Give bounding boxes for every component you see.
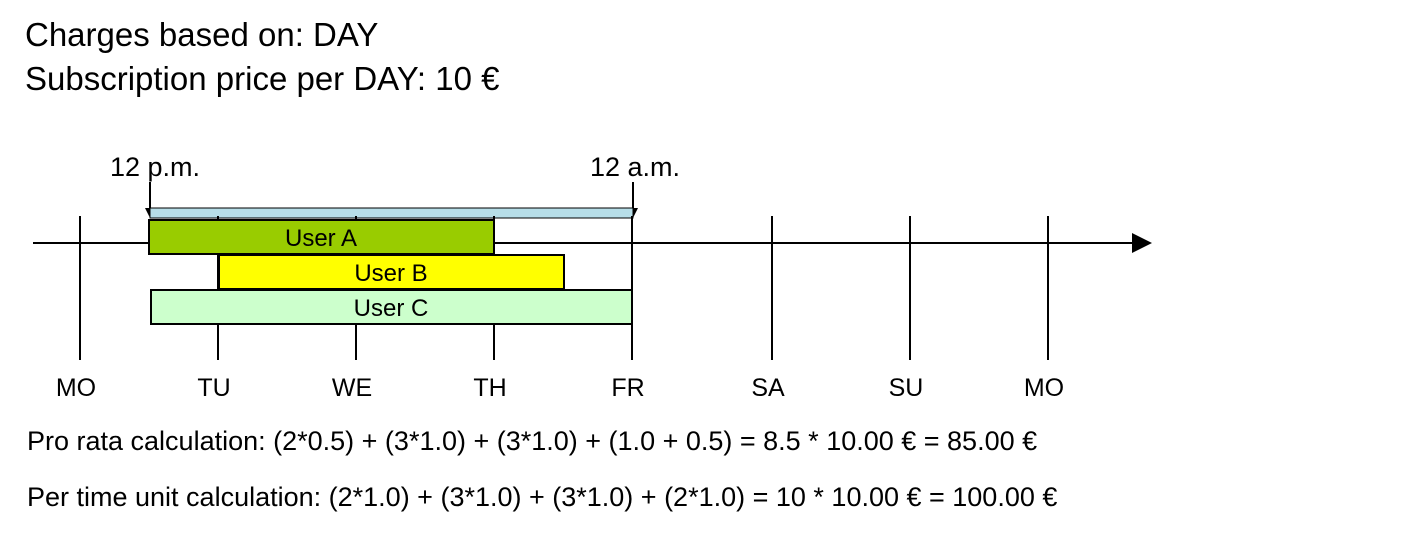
day-label-sa-5: SA [751, 374, 785, 402]
user-b-label: User B [354, 260, 427, 287]
user-c-bar [150, 289, 633, 325]
day-label-tu-1: TU [197, 374, 230, 402]
charges-basis-label: Charges based on: DAY [25, 16, 379, 53]
end-time-label: 12 a.m. [590, 152, 680, 182]
day-label-su-6: SU [889, 374, 924, 402]
user-a-label: User A [285, 225, 357, 252]
user-b-bar [218, 254, 565, 290]
day-label-mo-0: MO [56, 374, 96, 402]
user-c-label: User C [354, 295, 429, 322]
start-time-label: 12 p.m. [110, 152, 200, 182]
per-time-unit-calculation: Per time unit calculation: (2*1.0) + (3*… [27, 482, 1058, 512]
day-labels: MO TU WE TH FR SA SU MO [56, 374, 1064, 402]
pro-rata-calculation: Pro rata calculation: (2*0.5) + (3*1.0) … [27, 426, 1038, 456]
day-label-th-3: TH [473, 374, 506, 402]
day-label-mo-7: MO [1024, 374, 1064, 402]
day-label-fr-4: FR [611, 374, 644, 402]
day-label-we-2: WE [332, 374, 372, 402]
billing-period-bar [149, 207, 634, 219]
subscription-price-label: Subscription price per DAY: 10 € [25, 60, 500, 97]
